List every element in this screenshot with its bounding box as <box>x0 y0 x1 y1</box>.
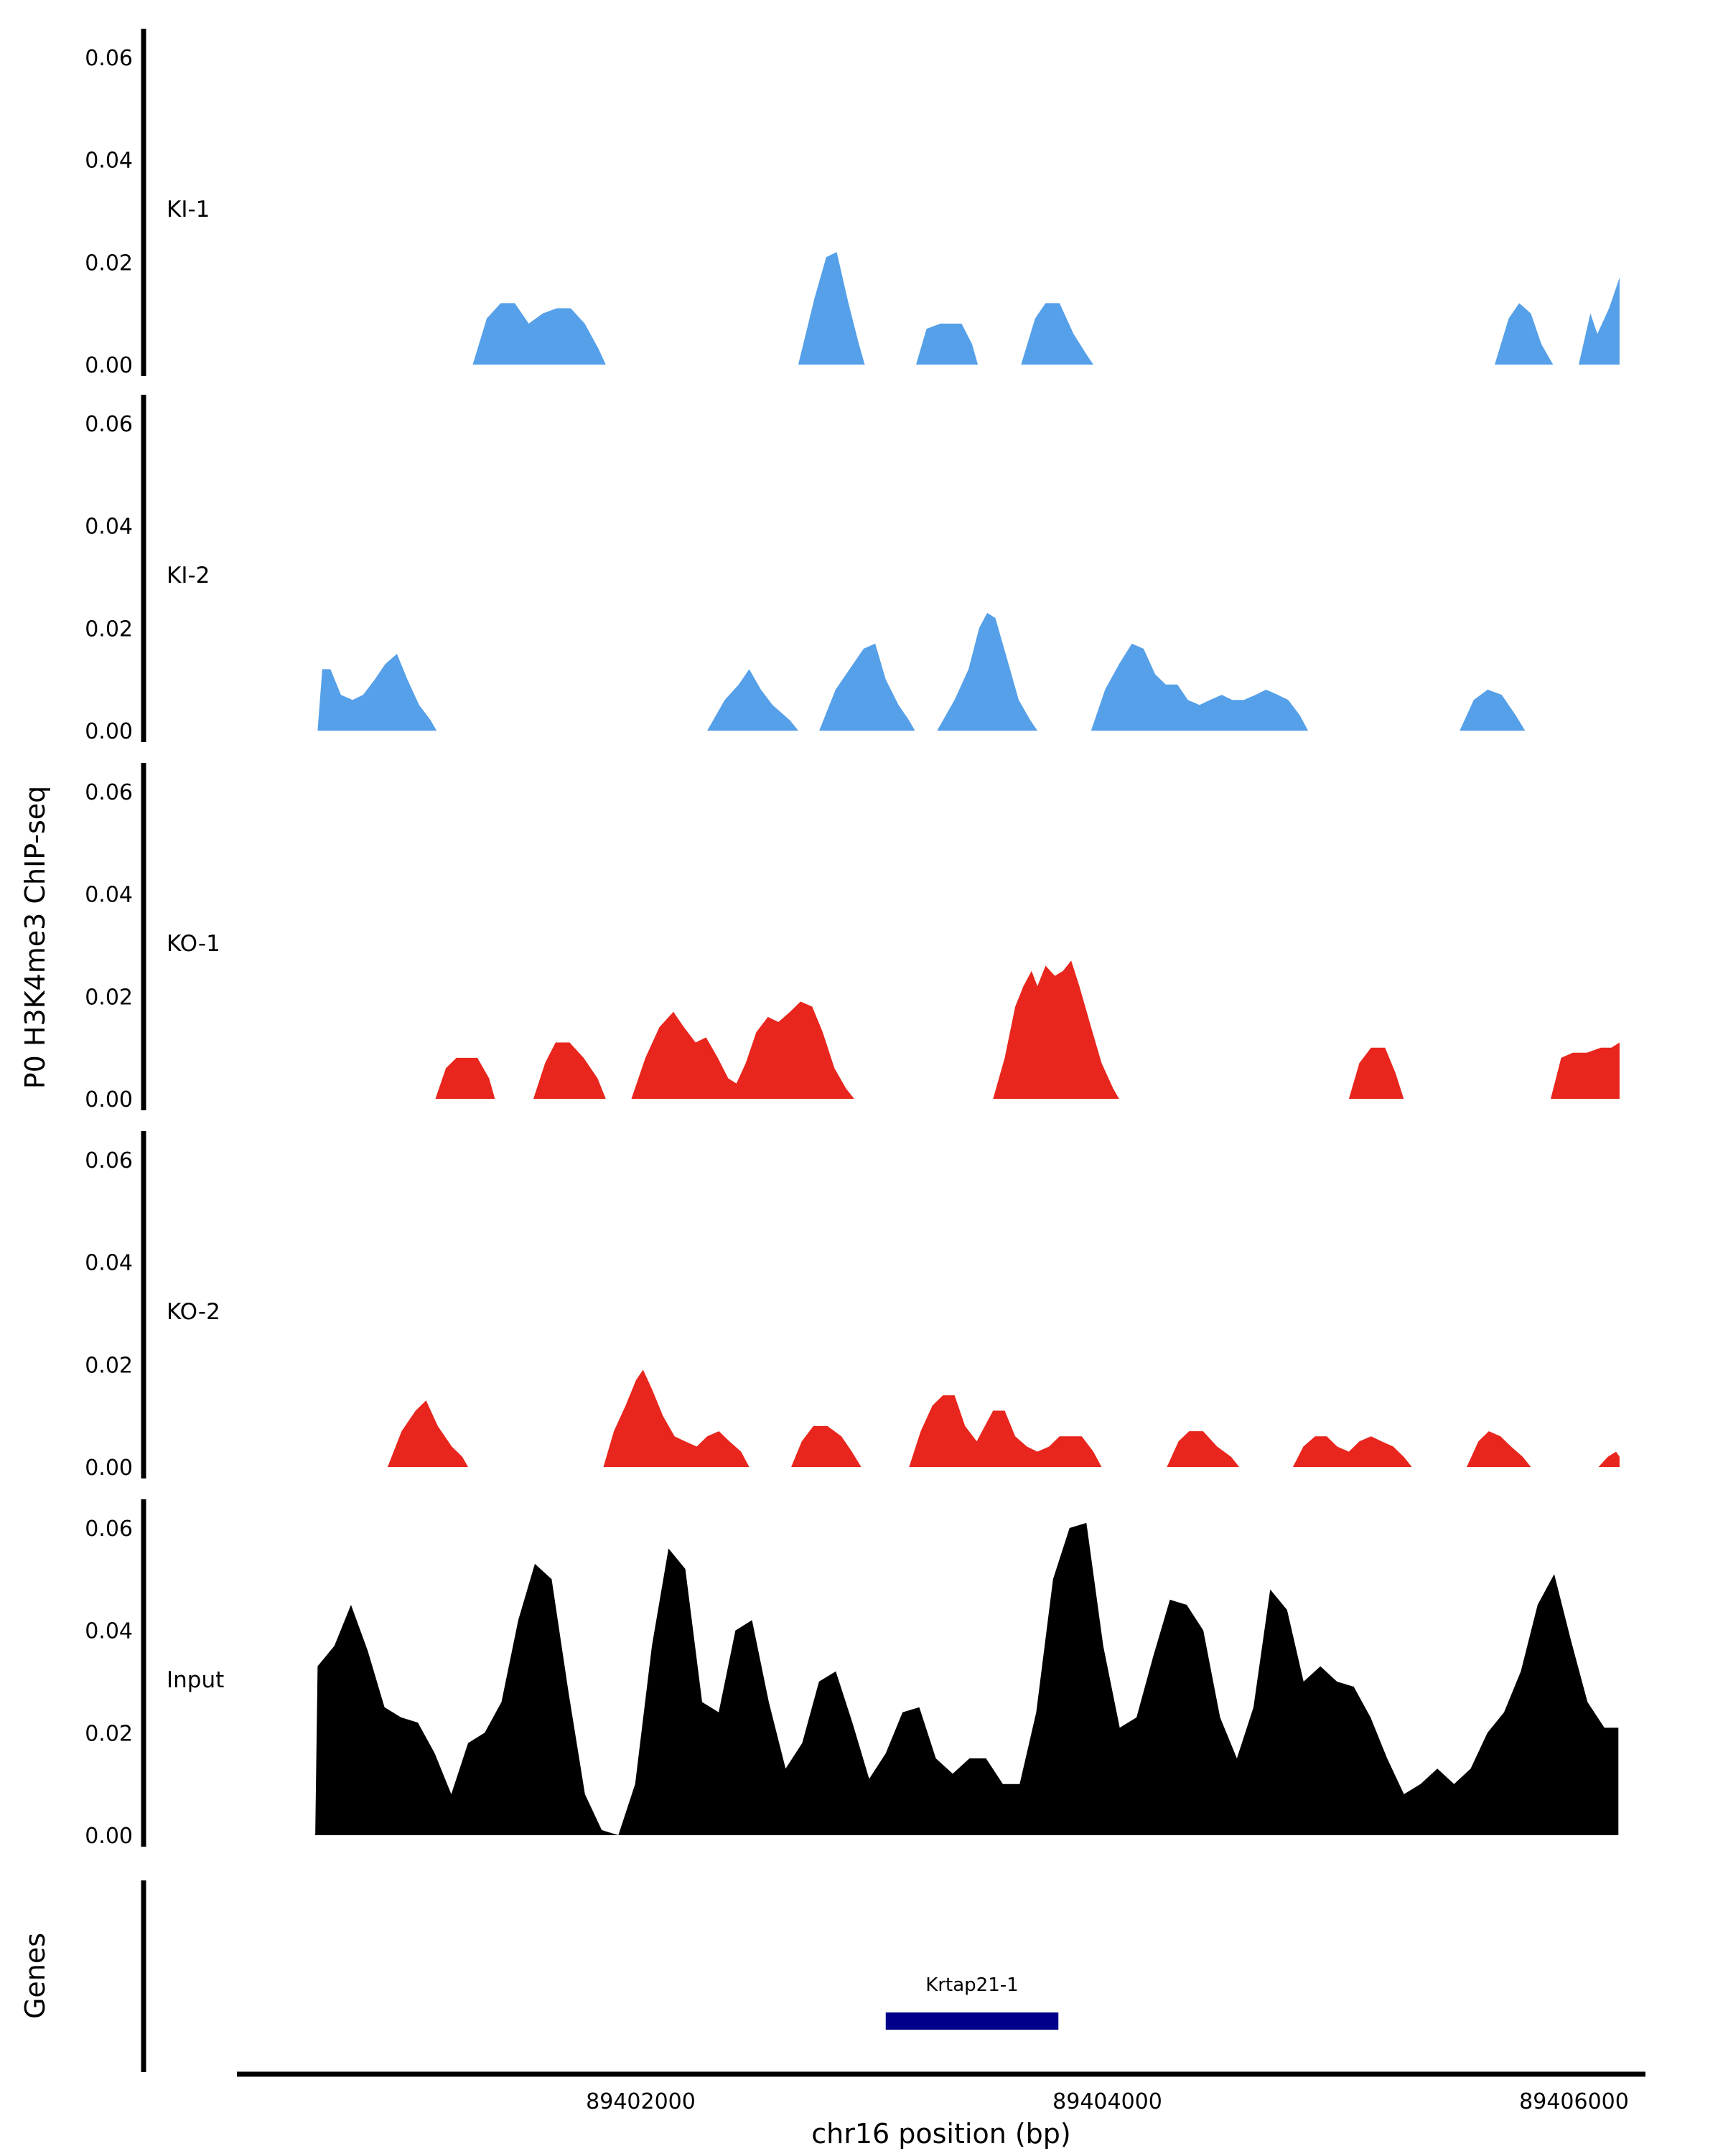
genes-axis-label: Genes <box>19 1933 51 2019</box>
track-area-KI-2 <box>317 612 1526 731</box>
x-tick-label: 89406000 <box>1519 2089 1629 2114</box>
y-tick-label: 0.04 <box>85 1619 133 1644</box>
gene-label: Krtap21-1 <box>925 1974 1018 1996</box>
generated-plot-layer: 0.00 0.02 0.04 0.06 KI-1 0.00 0.02 0.04 0.06 KI-2… <box>85 29 1645 2114</box>
y-tick-label: 0.06 <box>85 412 133 437</box>
x-tick-label: 89404000 <box>1052 2089 1162 2114</box>
track-KI-1: 0.00 0.02 0.04 0.06 KI-1 <box>85 29 1620 378</box>
track-area-KO-1 <box>435 960 1620 1099</box>
track-label: Input <box>167 1667 224 1693</box>
y-tick-label: 0.04 <box>85 515 133 540</box>
track-area-Input <box>315 1522 1619 1835</box>
y-tick-label: 0.00 <box>85 353 133 378</box>
y-axis-label: P0 H3K4me3 ChIP-seq <box>19 786 51 1089</box>
track-label: KI-2 <box>167 563 210 589</box>
track-KI-2: 0.00 0.02 0.04 0.06 KI-2 <box>85 395 1526 744</box>
y-tick-label: 0.04 <box>85 1251 133 1276</box>
x-axis: 89402000 89404000 89406000 <box>237 2071 1645 2114</box>
y-tick-label: 0.00 <box>85 1824 133 1849</box>
x-tick-label: 89402000 <box>586 2089 696 2114</box>
y-tick-label: 0.04 <box>85 149 133 174</box>
y-tick-label: 0.00 <box>85 1087 133 1112</box>
y-tick-label: 0.02 <box>85 1353 133 1378</box>
track-Input: 0.00 0.02 0.04 0.06 Input <box>85 1499 1619 1849</box>
track-label: KI-1 <box>167 197 210 222</box>
y-tick-label: 0.00 <box>85 719 133 744</box>
y-tick-label: 0.02 <box>85 1721 133 1746</box>
y-tick-label: 0.00 <box>85 1456 133 1481</box>
gene-body-Krtap21-1 <box>885 2012 1059 2030</box>
track-KO-1: 0.00 0.02 0.04 0.06 KO-1 <box>85 763 1620 1112</box>
y-tick-label: 0.06 <box>85 1148 133 1173</box>
track-label: KO-1 <box>167 931 220 957</box>
track-label: KO-2 <box>167 1299 220 1325</box>
x-axis-label: chr16 position (bp) <box>811 2118 1071 2150</box>
genes-track: Krtap21-1 <box>141 1880 1059 2072</box>
y-tick-label: 0.06 <box>85 1517 133 1542</box>
track-area-KO-2 <box>387 1369 1620 1467</box>
y-tick-label: 0.02 <box>85 617 133 642</box>
y-tick-label: 0.06 <box>85 46 133 71</box>
y-tick-label: 0.02 <box>85 250 133 276</box>
track-KO-2: 0.00 0.02 0.04 0.06 KO-2 <box>85 1131 1620 1481</box>
track-area-KI-1 <box>472 252 1620 365</box>
y-tick-label: 0.04 <box>85 883 133 908</box>
y-tick-label: 0.02 <box>85 985 133 1010</box>
y-tick-label: 0.06 <box>85 780 133 805</box>
